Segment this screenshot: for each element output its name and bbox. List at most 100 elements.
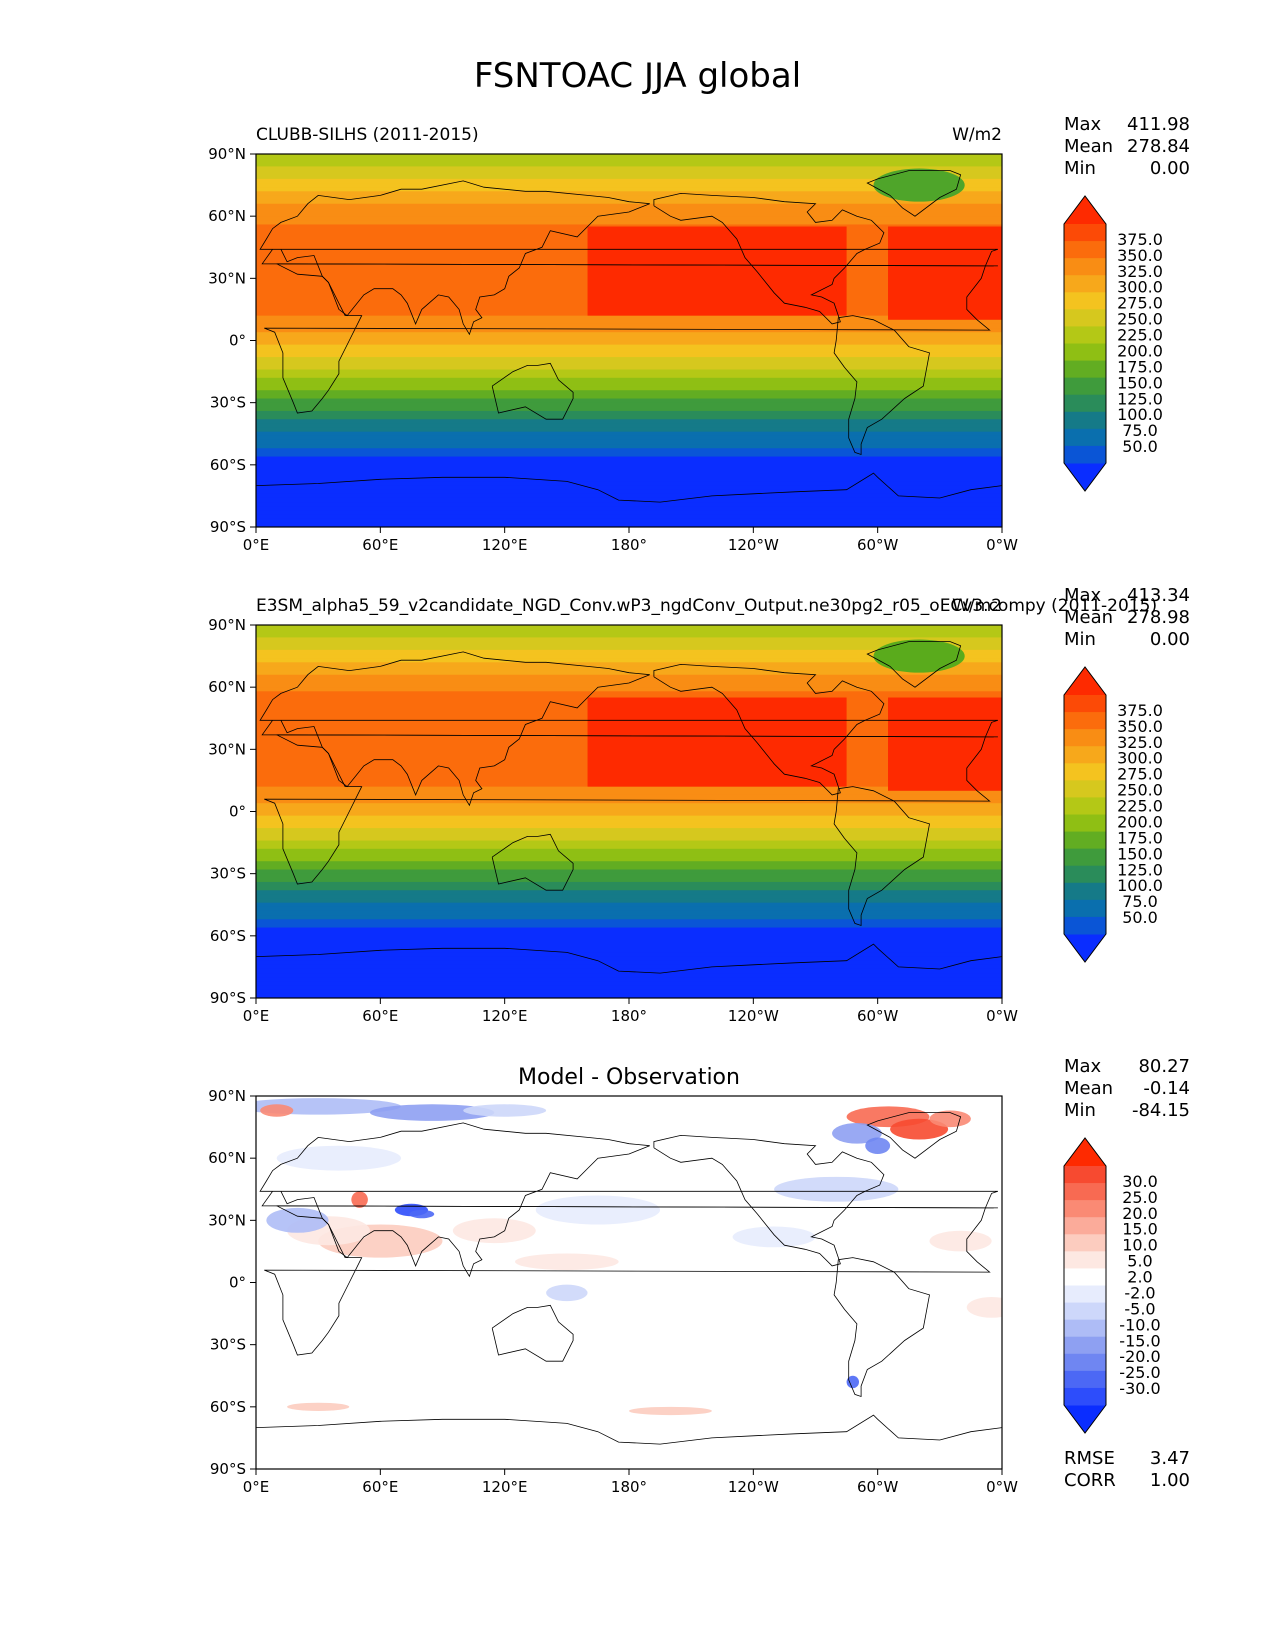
field-band	[256, 910, 1002, 916]
colorbar-label: 150.0	[1117, 373, 1163, 392]
colorbar-segment	[1064, 1166, 1106, 1184]
panel-units: W/m2	[952, 125, 1002, 145]
coastline	[866, 170, 962, 217]
coastline	[256, 472, 1002, 503]
colorbar-segment	[1064, 746, 1106, 764]
field-band	[256, 502, 1002, 507]
difference-blob	[732, 1226, 816, 1248]
stat-name: Min	[1064, 158, 1096, 179]
colorbar-segment	[1064, 309, 1106, 327]
field-band	[256, 381, 1002, 387]
difference-blob	[966, 1297, 1002, 1318]
colorbar-segment	[1064, 1268, 1106, 1286]
field-band	[256, 398, 1002, 404]
y-tick-label: 60°N	[208, 678, 246, 696]
coastline	[264, 1205, 998, 1356]
field-band	[256, 431, 1002, 437]
colorbar-segment	[1064, 1217, 1106, 1235]
colorbar-label: 25.0	[1122, 1188, 1158, 1207]
field-band	[256, 832, 1002, 837]
y-tick-label: 60°S	[210, 456, 246, 474]
stat-name: Min	[1064, 1100, 1096, 1121]
x-tick-label: 0°E	[243, 1007, 270, 1025]
field-band	[256, 448, 1002, 453]
field-band	[256, 852, 1002, 858]
colorbar-label: 20.0	[1122, 1204, 1158, 1223]
field-band	[256, 919, 1002, 924]
x-tick-label: 120°W	[728, 536, 779, 554]
colorbar-segment	[1064, 882, 1106, 901]
map-test	[256, 154, 1002, 527]
colorbar-label: 375.0	[1117, 230, 1163, 249]
field-band	[256, 427, 1002, 433]
field-band	[256, 340, 1002, 346]
colorbar-segment	[1064, 1319, 1106, 1338]
stat-value: 3.47	[1150, 1448, 1190, 1469]
colorbar-label: 50.0	[1122, 908, 1158, 927]
coastline	[833, 786, 930, 927]
stat-name: Max	[1064, 114, 1102, 135]
field-band	[256, 890, 1002, 895]
coastline	[259, 651, 999, 807]
difference-blob	[260, 1104, 294, 1117]
field-band	[256, 865, 1002, 871]
colorbar-extend-min	[1064, 1405, 1106, 1433]
field-band	[256, 952, 1002, 958]
field-band	[256, 485, 1002, 491]
field-band	[256, 489, 1002, 495]
field-band	[256, 898, 1002, 904]
y-tick-label: 0°	[229, 803, 246, 821]
field-band	[256, 674, 1002, 680]
colorbar-extend-min	[1064, 463, 1106, 491]
colorbar-segment	[1064, 729, 1106, 747]
field-greenland	[873, 168, 965, 202]
stat-value: -84.15	[1132, 1100, 1190, 1121]
colorbar-segment	[1064, 258, 1106, 276]
field-band	[256, 861, 1002, 866]
stat-name: Max	[1064, 1056, 1102, 1077]
coastline	[653, 663, 885, 796]
field-band	[256, 989, 1002, 995]
y-tick-label: 30°S	[210, 865, 246, 883]
x-tick-label: 0°W	[986, 1007, 1018, 1025]
field-band	[256, 456, 1002, 462]
difference-blob	[832, 1122, 882, 1144]
x-tick-label: 60°W	[857, 1007, 899, 1025]
coastline	[833, 315, 930, 456]
coastline	[653, 1134, 885, 1267]
colorbar-extend-max	[1064, 667, 1106, 695]
colorbar-extend-max	[1064, 1138, 1106, 1166]
field-band	[256, 848, 1002, 854]
y-tick-label: 0°	[229, 1274, 246, 1292]
field-band	[256, 906, 1002, 912]
colorbar-label: 15.0	[1122, 1220, 1158, 1239]
colorbar-label: 325.0	[1117, 262, 1163, 281]
difference-blob	[546, 1284, 588, 1302]
field-band	[256, 419, 1002, 424]
field-band	[256, 873, 1002, 879]
field-band	[256, 386, 1002, 391]
colorbar-outline	[1063, 195, 1107, 492]
field-band	[256, 357, 1002, 362]
colorbar-label: 325.0	[1117, 733, 1163, 752]
colorbar-segment	[1064, 1370, 1106, 1389]
colorbar-segment	[1064, 712, 1106, 730]
field-band	[256, 464, 1002, 470]
field-band	[256, 973, 1002, 978]
field-band	[256, 819, 1002, 825]
colorbar-label: 100.0	[1117, 876, 1163, 895]
field-band	[256, 927, 1002, 933]
colorbar-label: 30.0	[1122, 1172, 1158, 1191]
difference-blob	[865, 1137, 891, 1155]
field-band	[256, 390, 1002, 395]
y-tick-label: 90°S	[210, 989, 246, 1007]
colorbar-segment	[1064, 224, 1106, 242]
x-tick-label: 60°E	[362, 536, 398, 554]
colorbar-label: 225.0	[1117, 326, 1163, 345]
colorbar-label: 225.0	[1117, 797, 1163, 816]
field-band	[256, 844, 1002, 850]
field-band	[256, 415, 1002, 420]
field-band	[256, 158, 1002, 163]
field-band	[256, 154, 1002, 159]
